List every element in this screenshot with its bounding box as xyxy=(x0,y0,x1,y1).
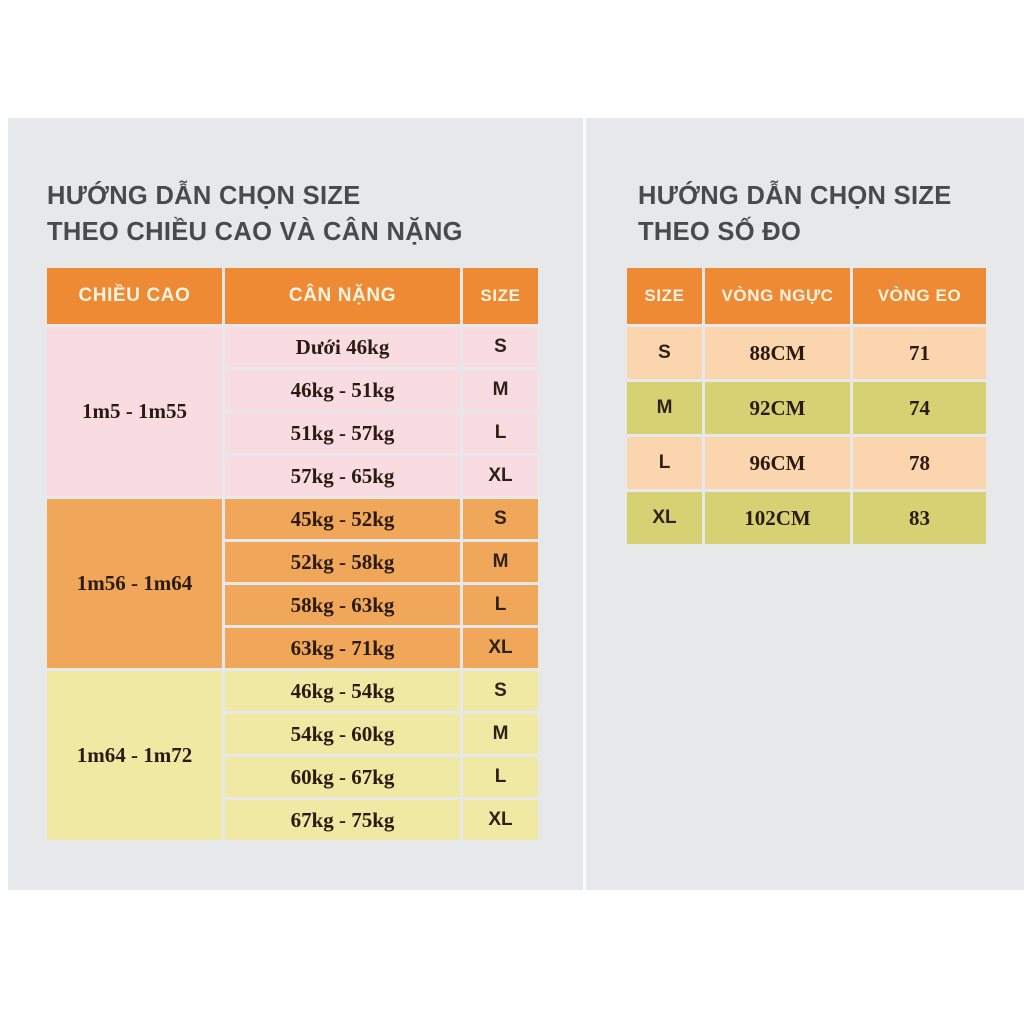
right-panel-heading: HƯỚNG DẪN CHỌN SIZE THEO SỐ ĐO xyxy=(638,178,952,250)
table-row: L 96CM 78 xyxy=(627,437,986,489)
size-cell: XL xyxy=(463,456,538,496)
column-header-height: CHIỀU CAO xyxy=(47,268,222,324)
size-cell: S xyxy=(463,499,538,539)
table-row: 51kg - 57kg L xyxy=(47,413,538,453)
size-cell: M xyxy=(463,542,538,582)
table-measurements: SIZE VÒNG NGỰC VÒNG EO S 88CM 71 M 92CM … xyxy=(624,265,989,547)
weight-range-cell: 63kg - 71kg xyxy=(225,628,460,668)
table-row: 57kg - 65kg XL xyxy=(47,456,538,496)
table-row: 52kg - 58kg M xyxy=(47,542,538,582)
panel-divider xyxy=(583,118,586,890)
weight-range-cell: 46kg - 51kg xyxy=(225,370,460,410)
table-height-weight: CHIỀU CAO CÂN NẶNG SIZE 1m5 - 1m55 Dưới … xyxy=(44,265,541,843)
size-cell: M xyxy=(463,714,538,754)
column-header-waist: VÒNG EO xyxy=(853,268,986,324)
table-row: 67kg - 75kg XL xyxy=(47,800,538,840)
table-row: 1m5 - 1m55 Dưới 46kg S xyxy=(47,327,538,496)
bust-cell: 96CM xyxy=(705,437,850,489)
left-heading-line2: THEO CHIỀU CAO VÀ CÂN NẶNG xyxy=(47,218,463,246)
table-header-row: CHIỀU CAO CÂN NẶNG SIZE xyxy=(47,268,538,324)
weight-range-cell: 54kg - 60kg xyxy=(225,714,460,754)
bust-cell: 92CM xyxy=(705,382,850,434)
weight-range-cell: Dưới 46kg xyxy=(225,327,460,367)
table-row: 54kg - 60kg M xyxy=(47,714,538,754)
column-header-weight: CÂN NẶNG xyxy=(225,268,460,324)
size-cell: S xyxy=(627,327,702,379)
waist-cell: 71 xyxy=(853,327,986,379)
table-row: 58kg - 63kg L xyxy=(47,585,538,625)
size-cell: M xyxy=(463,370,538,410)
size-cell: S xyxy=(463,671,538,711)
weight-range-cell: 45kg - 52kg xyxy=(225,499,460,539)
size-cell: XL xyxy=(463,628,538,668)
left-heading-line1: HƯỚNG DẪN CHỌN SIZE xyxy=(47,182,361,210)
height-range-cell: 1m56 - 1m64 xyxy=(47,499,222,668)
column-header-size: SIZE xyxy=(463,268,538,324)
weight-range-cell: 51kg - 57kg xyxy=(225,413,460,453)
size-cell: L xyxy=(463,585,538,625)
bust-cell: 102CM xyxy=(705,492,850,544)
size-cell: L xyxy=(627,437,702,489)
table-header-row: SIZE VÒNG NGỰC VÒNG EO xyxy=(627,268,986,324)
weight-range-cell: 52kg - 58kg xyxy=(225,542,460,582)
weight-range-cell: 58kg - 63kg xyxy=(225,585,460,625)
column-header-bust: VÒNG NGỰC xyxy=(705,268,850,324)
right-heading-line2: THEO SỐ ĐO xyxy=(638,218,802,246)
table-row: 1m64 - 1m72 46kg - 54kg S xyxy=(47,671,538,840)
height-range-cell: 1m64 - 1m72 xyxy=(47,671,222,840)
bust-cell: 88CM xyxy=(705,327,850,379)
size-cell: XL xyxy=(463,800,538,840)
size-cell: L xyxy=(463,757,538,797)
size-cell: M xyxy=(627,382,702,434)
size-cell: XL xyxy=(627,492,702,544)
waist-cell: 74 xyxy=(853,382,986,434)
waist-cell: 78 xyxy=(853,437,986,489)
size-cell: S xyxy=(463,327,538,367)
weight-range-cell: 46kg - 54kg xyxy=(225,671,460,711)
column-header-size: SIZE xyxy=(627,268,702,324)
table-row: M 92CM 74 xyxy=(627,382,986,434)
waist-cell: 83 xyxy=(853,492,986,544)
left-panel-heading: HƯỚNG DẪN CHỌN SIZE THEO CHIỀU CAO VÀ CÂ… xyxy=(47,178,463,250)
height-range-cell: 1m5 - 1m55 xyxy=(47,327,222,496)
table-row: 63kg - 71kg XL xyxy=(47,628,538,668)
table-row: S 88CM 71 xyxy=(627,327,986,379)
table-row: XL 102CM 83 xyxy=(627,492,986,544)
table-row: 1m56 - 1m64 45kg - 52kg S xyxy=(47,499,538,668)
weight-range-cell: 60kg - 67kg xyxy=(225,757,460,797)
right-heading-line1: HƯỚNG DẪN CHỌN SIZE xyxy=(638,182,952,210)
weight-range-cell: 67kg - 75kg xyxy=(225,800,460,840)
table-row: 60kg - 67kg L xyxy=(47,757,538,797)
size-cell: L xyxy=(463,413,538,453)
table-row: 46kg - 51kg M xyxy=(47,370,538,410)
weight-range-cell: 57kg - 65kg xyxy=(225,456,460,496)
